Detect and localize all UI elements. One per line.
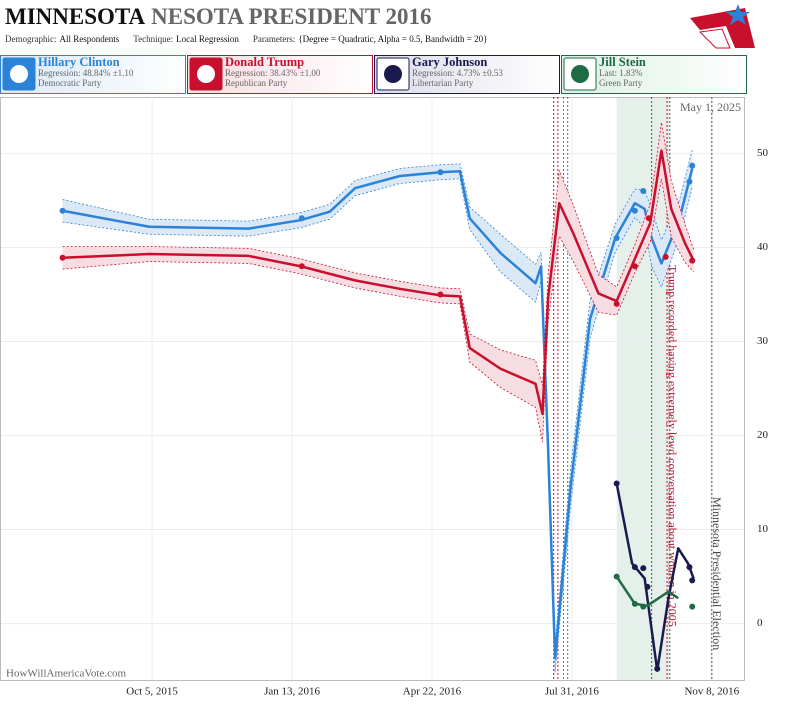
shade-region xyxy=(616,98,670,680)
y-tick-label: 20 xyxy=(757,429,769,441)
poll-dot xyxy=(640,603,647,610)
title-rest: NESOTA PRESIDENT 2016 xyxy=(151,4,431,29)
legend-stat: Last: 1.83% xyxy=(599,68,643,78)
legend-party: Green Party xyxy=(599,78,643,88)
legend-stat: Regression: 38.43% ±1.00 xyxy=(225,68,321,78)
x-tick-label: Jan 13, 2016 xyxy=(264,686,320,698)
param-value: {Degree = Quadratic, Alpha = 0.5, Bandwi… xyxy=(298,34,487,44)
legend-stat: Regression: 4.73% ±0.53 xyxy=(412,68,503,78)
legend-party: Democratic Party xyxy=(38,78,102,88)
legend-icon-mark xyxy=(10,65,28,83)
x-tick-label: Apr 22, 2016 xyxy=(403,686,462,698)
legend-name: Donald Trump xyxy=(225,55,304,69)
band-edge xyxy=(62,122,695,386)
legend-name: Hillary Clinton xyxy=(38,55,120,69)
regression-line xyxy=(615,575,679,607)
x-tick-label: Oct 5, 2015 xyxy=(126,686,178,698)
poll-dot xyxy=(613,573,620,580)
poll-dot xyxy=(298,263,305,270)
poll-dot xyxy=(645,215,652,222)
plot-frame xyxy=(0,97,745,681)
param-label: Demographic: xyxy=(5,34,56,44)
poll-dot xyxy=(640,565,647,572)
legend-stat: Regression: 48.84% ±1.10 xyxy=(38,68,134,78)
poll-dot xyxy=(662,253,669,260)
legend-icon-mark xyxy=(571,65,589,83)
param-label: Parameters: xyxy=(253,34,295,44)
params: Demographic: All Respondents Technique: Loc… xyxy=(5,34,487,44)
event-label: Trump recorded having extremely lewd con… xyxy=(665,265,679,627)
poll-dot xyxy=(613,480,620,487)
regression-line xyxy=(62,168,694,660)
legend-party: Libertarian Party xyxy=(412,78,474,88)
poll-dot xyxy=(631,207,638,214)
event-label: Minnesota Presidential Election xyxy=(710,497,724,650)
poll-dot xyxy=(631,564,638,571)
title: MINNESOTA NESOTA PRESIDENT 2016 xyxy=(5,4,432,29)
logo-stripe xyxy=(698,28,731,49)
legend-icon-mark xyxy=(197,65,215,83)
date-note: May 1, 2025 xyxy=(680,100,741,114)
param-value: Local Regression xyxy=(176,34,239,44)
poll-dot xyxy=(686,564,693,571)
watermark: HowWillAmericaVote.com xyxy=(6,668,126,680)
x-tick-label: Nov 8, 2016 xyxy=(684,686,739,698)
legend-name: Jill Stein xyxy=(599,55,646,69)
poll-dot xyxy=(59,207,66,214)
legend-name: Gary Johnson xyxy=(412,55,487,69)
poll-dot xyxy=(631,263,638,270)
logo-star xyxy=(726,4,750,25)
poll-dot xyxy=(631,600,638,607)
param-value: All Respondents xyxy=(59,34,119,44)
legend-party: Republican Party xyxy=(225,78,288,88)
poll-dot xyxy=(644,583,651,590)
title-bold: MINNESOTA xyxy=(5,4,146,29)
poll-dot xyxy=(689,162,696,169)
x-tick-label: Jul 31, 2016 xyxy=(545,686,600,698)
band-edge xyxy=(62,149,693,645)
poll-dot xyxy=(59,254,66,261)
confidence-band xyxy=(62,149,693,673)
poll-dot xyxy=(613,300,620,307)
y-tick-label: 50 xyxy=(757,147,769,159)
poll-dot xyxy=(613,235,620,242)
poll-dot xyxy=(689,257,696,264)
y-tick-label: 30 xyxy=(757,335,769,347)
poll-dot xyxy=(298,215,305,222)
regression-line xyxy=(62,149,695,416)
y-tick-label: 40 xyxy=(757,241,769,253)
poll-dot xyxy=(640,188,647,195)
poll-dot xyxy=(689,577,696,584)
param-label: Technique: xyxy=(133,34,173,44)
poll-dot xyxy=(437,169,444,176)
poll-dot xyxy=(654,665,661,672)
y-tick-label: 10 xyxy=(757,523,769,535)
poll-dot xyxy=(437,291,444,298)
band-edge xyxy=(62,178,694,443)
poll-dot xyxy=(686,178,693,185)
logo xyxy=(690,4,755,49)
y-tick-label: 0 xyxy=(757,617,763,629)
confidence-band xyxy=(62,122,694,443)
poll-dot xyxy=(689,603,696,610)
band-edge xyxy=(62,178,693,673)
legend-icon-mark xyxy=(384,65,402,83)
